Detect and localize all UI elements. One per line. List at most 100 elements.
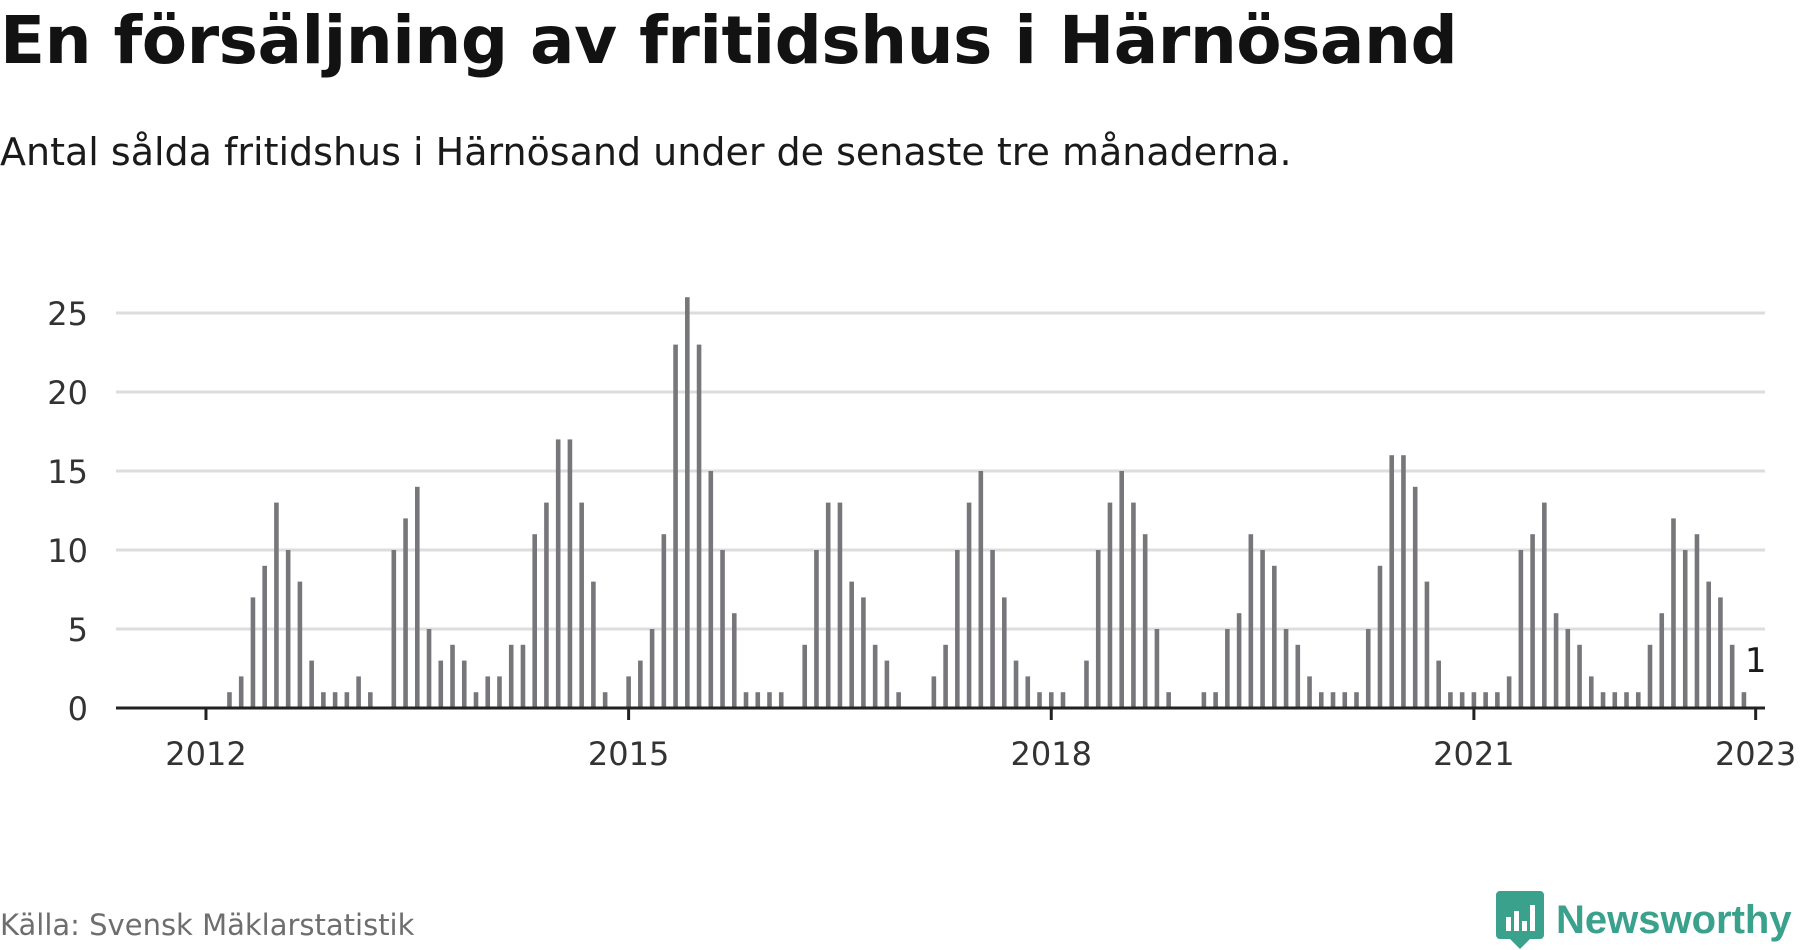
bar (849, 581, 854, 708)
bar (1354, 692, 1359, 708)
bar (1471, 692, 1477, 708)
bar (1295, 644, 1301, 708)
bar (1213, 692, 1218, 708)
bar (1624, 692, 1629, 708)
bar (1542, 502, 1547, 708)
bar (943, 644, 948, 708)
bar (520, 644, 526, 708)
bar (1729, 644, 1735, 708)
bar (403, 518, 408, 708)
bar (1589, 676, 1594, 708)
bar (415, 486, 420, 708)
bar (1272, 565, 1277, 708)
bar (743, 692, 749, 708)
bar (931, 676, 937, 708)
bar (673, 344, 678, 708)
bar (344, 692, 350, 708)
bar (297, 581, 303, 708)
highlight-value-label: 1 (1745, 641, 1767, 681)
bar (1448, 692, 1453, 708)
bar (1718, 597, 1723, 708)
bar (649, 629, 655, 708)
bar (1682, 550, 1688, 708)
bar (1201, 692, 1207, 708)
bar (591, 581, 596, 708)
bar (1600, 692, 1606, 708)
bar (602, 692, 608, 708)
bar (250, 597, 256, 708)
gridlines (116, 311, 1765, 631)
x-tick-label: 2018 (1011, 735, 1092, 773)
bar (227, 692, 232, 708)
bar (508, 644, 514, 708)
bar (1612, 692, 1618, 708)
bar (1495, 692, 1500, 708)
bar (1013, 660, 1019, 708)
brand-logo: Newsworthy (1496, 890, 1792, 950)
bar (872, 644, 878, 708)
bar (1530, 534, 1535, 708)
bar (1401, 455, 1406, 708)
newsworthy-logo-icon (1496, 891, 1544, 949)
bar (966, 502, 972, 708)
bar (731, 613, 737, 708)
bar (391, 550, 397, 708)
bar (837, 502, 843, 708)
source-note: Källa: Svensk Mäklarstatistik (0, 908, 415, 942)
bar (1706, 581, 1711, 708)
y-tick-label: 20 (47, 374, 88, 412)
bar (1119, 471, 1124, 708)
bar (1565, 629, 1571, 708)
bar (1377, 565, 1383, 708)
bar (1084, 660, 1089, 708)
bar (720, 550, 725, 708)
bar (861, 597, 866, 708)
bar (1659, 613, 1665, 708)
bar (285, 550, 291, 708)
bar (473, 692, 479, 708)
bar (767, 692, 772, 708)
bar (321, 692, 326, 708)
bar (450, 644, 455, 708)
x-axis (116, 706, 1765, 720)
bar (1635, 692, 1641, 708)
bar (1577, 644, 1582, 708)
bar (438, 660, 444, 708)
x-tick-label: 2012 (165, 735, 246, 773)
bar (1236, 613, 1242, 708)
bar (1694, 534, 1700, 708)
bar (1436, 660, 1441, 708)
bar (1060, 692, 1066, 708)
bar (368, 692, 373, 708)
bar (1131, 502, 1136, 708)
bar (1318, 692, 1324, 708)
chart-title: En försäljning av fritidshus i Härnösand (0, 2, 1458, 79)
chart-subtitle: Antal sålda fritidshus i Härnösand under… (0, 130, 1292, 174)
bar (661, 534, 667, 708)
bar (1025, 676, 1031, 708)
y-axis-labels: 0 5 10 15 20 25 (47, 295, 88, 728)
bar (1342, 692, 1348, 708)
bar (274, 502, 279, 708)
bar (579, 502, 584, 708)
bar (1048, 692, 1054, 708)
bar (1518, 550, 1524, 708)
bar (696, 344, 702, 708)
bar (497, 676, 502, 708)
bar (1248, 534, 1254, 708)
bar (1412, 486, 1418, 708)
bar (685, 297, 690, 708)
bar (802, 644, 808, 708)
bar (1283, 629, 1289, 708)
bar (1260, 550, 1265, 708)
bar (1553, 613, 1559, 708)
bar (1671, 518, 1676, 708)
bar (1037, 692, 1042, 708)
bar (1483, 692, 1488, 708)
bar (1330, 692, 1336, 708)
bar (1095, 550, 1101, 708)
bar (567, 439, 573, 708)
y-tick-label: 15 (47, 453, 88, 491)
bar (1142, 534, 1148, 708)
